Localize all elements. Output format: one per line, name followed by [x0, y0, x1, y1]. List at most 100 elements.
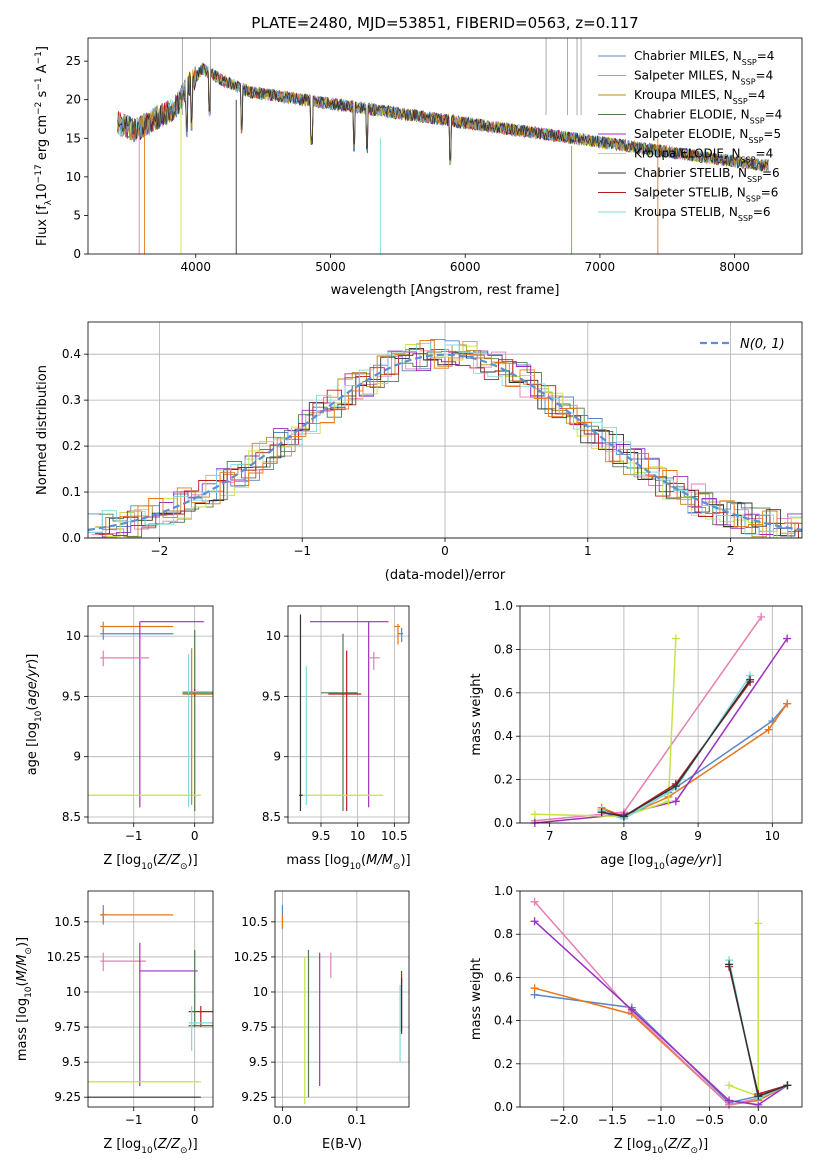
legend-label: Chabrier ELODIE, NSSP=4 [634, 108, 782, 126]
x-axis-label: Z [log10(Z/Z⊙)] [103, 853, 197, 872]
legend-label-sub: SSP [746, 194, 761, 203]
x-axis-label: wavelength [Angstrom, rest frame] [331, 283, 560, 298]
y-tick-label: 9.25 [54, 1090, 81, 1104]
label-part: wavelength [Angstrom, rest frame] [331, 283, 560, 298]
label-part: )] [712, 853, 722, 868]
weight-marker [671, 634, 680, 643]
y-tick-label: 0.4 [62, 347, 81, 361]
label-part: 10 [652, 1146, 664, 1156]
weight-marker [530, 984, 539, 993]
y-axis-label: mass [log10(M/M⊙)] [15, 937, 34, 1061]
label-part: s [35, 90, 50, 101]
y-tick-label: 10 [266, 629, 281, 643]
y-tick-label: 10 [66, 629, 81, 643]
y-tick-label: 0.0 [494, 816, 513, 830]
label-part: mass [log [286, 853, 349, 868]
y-tick-label: 9 [73, 750, 81, 764]
plots-layer: 4000 5000 6000 7000 80000510152025wavelength… [15, 37, 803, 1156]
x-tick-label: −1.0 [646, 1113, 675, 1127]
legend: N(0, 1) [700, 337, 785, 352]
y-tick-label: 9.5 [62, 689, 81, 703]
label-part: −1 [34, 51, 44, 64]
x-axis-label: Z [log10(Z/Z⊙)] [614, 1137, 708, 1156]
legend-label-count: =6 [762, 166, 780, 180]
label-part: age [log [25, 722, 40, 775]
weight-marker [754, 1092, 763, 1101]
weight-marker [725, 960, 734, 969]
legend-label-text: Chabrier MILES, N [634, 49, 742, 63]
y-tick-label: 1.0 [494, 599, 513, 613]
legend-label-count: =6 [761, 186, 779, 200]
y-tick-label: 0.6 [494, 970, 513, 984]
weight-marker [671, 797, 680, 806]
x-tick-label: 1 [584, 544, 592, 558]
legend-label: Salpeter ELODIE, NSSP=5 [634, 127, 781, 145]
y-axis-label: Flux [fλ10−17 erg cm−2 s−1 A−1] [34, 46, 54, 246]
legend-label-sub: SSP [738, 214, 753, 223]
weight-marker [530, 917, 539, 926]
y-tick-label: 9.75 [241, 1020, 268, 1034]
y-tick-label: 0.4 [494, 1014, 513, 1028]
x-axis-label: mass [log10(M/M⊙)] [286, 853, 410, 872]
weight-marker [671, 782, 680, 791]
y-tick-label: 10 [66, 985, 81, 999]
legend-label-text: Kroupa MILES, N [634, 88, 733, 102]
label-part: ⊙ [180, 862, 188, 872]
legend-label: Chabrier STELIB, NSSP=6 [634, 166, 780, 184]
axes-frame-mass_vs_EBV [274, 890, 410, 1108]
label-part: 10 [350, 862, 362, 872]
label-part: ] [35, 46, 50, 51]
axes-frame-age_vs_mass [287, 605, 410, 824]
legend-label: Kroupa STELIB, NSSP=6 [634, 205, 771, 223]
y-tick-label: 0.0 [62, 531, 81, 545]
y-axis-label: Normed distribution [35, 365, 50, 495]
x-tick-label: −1.5 [598, 1113, 627, 1127]
residual-histogram [91, 339, 802, 538]
y-tick-label: 0.2 [494, 1057, 513, 1071]
label-part: Z/Z [157, 1137, 181, 1152]
legend-label-count: =5 [763, 127, 781, 141]
x-tick-label: 0.0 [749, 1113, 768, 1127]
residual-histogram [98, 353, 802, 538]
label-part: Flux [f [35, 205, 50, 246]
y-tick-label: 9 [273, 750, 281, 764]
label-part: Z/Z [667, 1137, 691, 1152]
y-tick-label: 25 [66, 54, 81, 68]
figure-title: PLATE=2480, MJD=53851, FIBERID=0563, z=0… [251, 14, 638, 32]
label-part: )] [698, 1137, 708, 1152]
label-part: ⊙ [24, 947, 34, 955]
x-axis-label: (data-model)/error [385, 568, 506, 583]
weight-marker [530, 897, 539, 906]
legend-label-sub: SSP [741, 77, 756, 86]
legend-label-text: Kroupa STELIB, N [634, 205, 738, 219]
y-tick-label: 15 [66, 131, 81, 145]
label-part: M/M [366, 853, 393, 868]
legend-label-sub: SSP [741, 155, 756, 164]
y-tick-label: 0.6 [494, 686, 513, 700]
label-part: Z [log [103, 1137, 141, 1152]
x-tick-label: 0 [191, 1113, 199, 1127]
label-part: A [35, 64, 50, 77]
legend-label-text: Chabrier ELODIE, N [634, 108, 750, 122]
x-tick-label: 8000 [719, 260, 750, 274]
weight-marker [530, 810, 539, 819]
y-tick-label: 8.5 [262, 810, 281, 824]
label-part: −2 [34, 102, 44, 115]
label-part: mass weight [469, 958, 484, 1040]
x-tick-label: 0 [441, 544, 449, 558]
label-part: ( [25, 706, 40, 711]
x-tick-label: 7 [546, 829, 554, 843]
label-part: age [log [600, 853, 653, 868]
legend-label-sub: SSP [733, 97, 748, 106]
x-tick-label: 0.1 [347, 1113, 366, 1127]
weight-marker [764, 725, 773, 734]
axes-frame-mass_vs_Z [87, 890, 214, 1108]
y-tick-label: 0.1 [62, 485, 81, 499]
y-tick-label: 9.5 [262, 689, 281, 703]
label-part: erg cm [35, 115, 50, 164]
weight-line [601, 679, 751, 818]
label-part: Normed distribution [35, 365, 50, 495]
legend-label-text: Salpeter STELIB, N [634, 186, 746, 200]
weight-marker [757, 612, 766, 621]
